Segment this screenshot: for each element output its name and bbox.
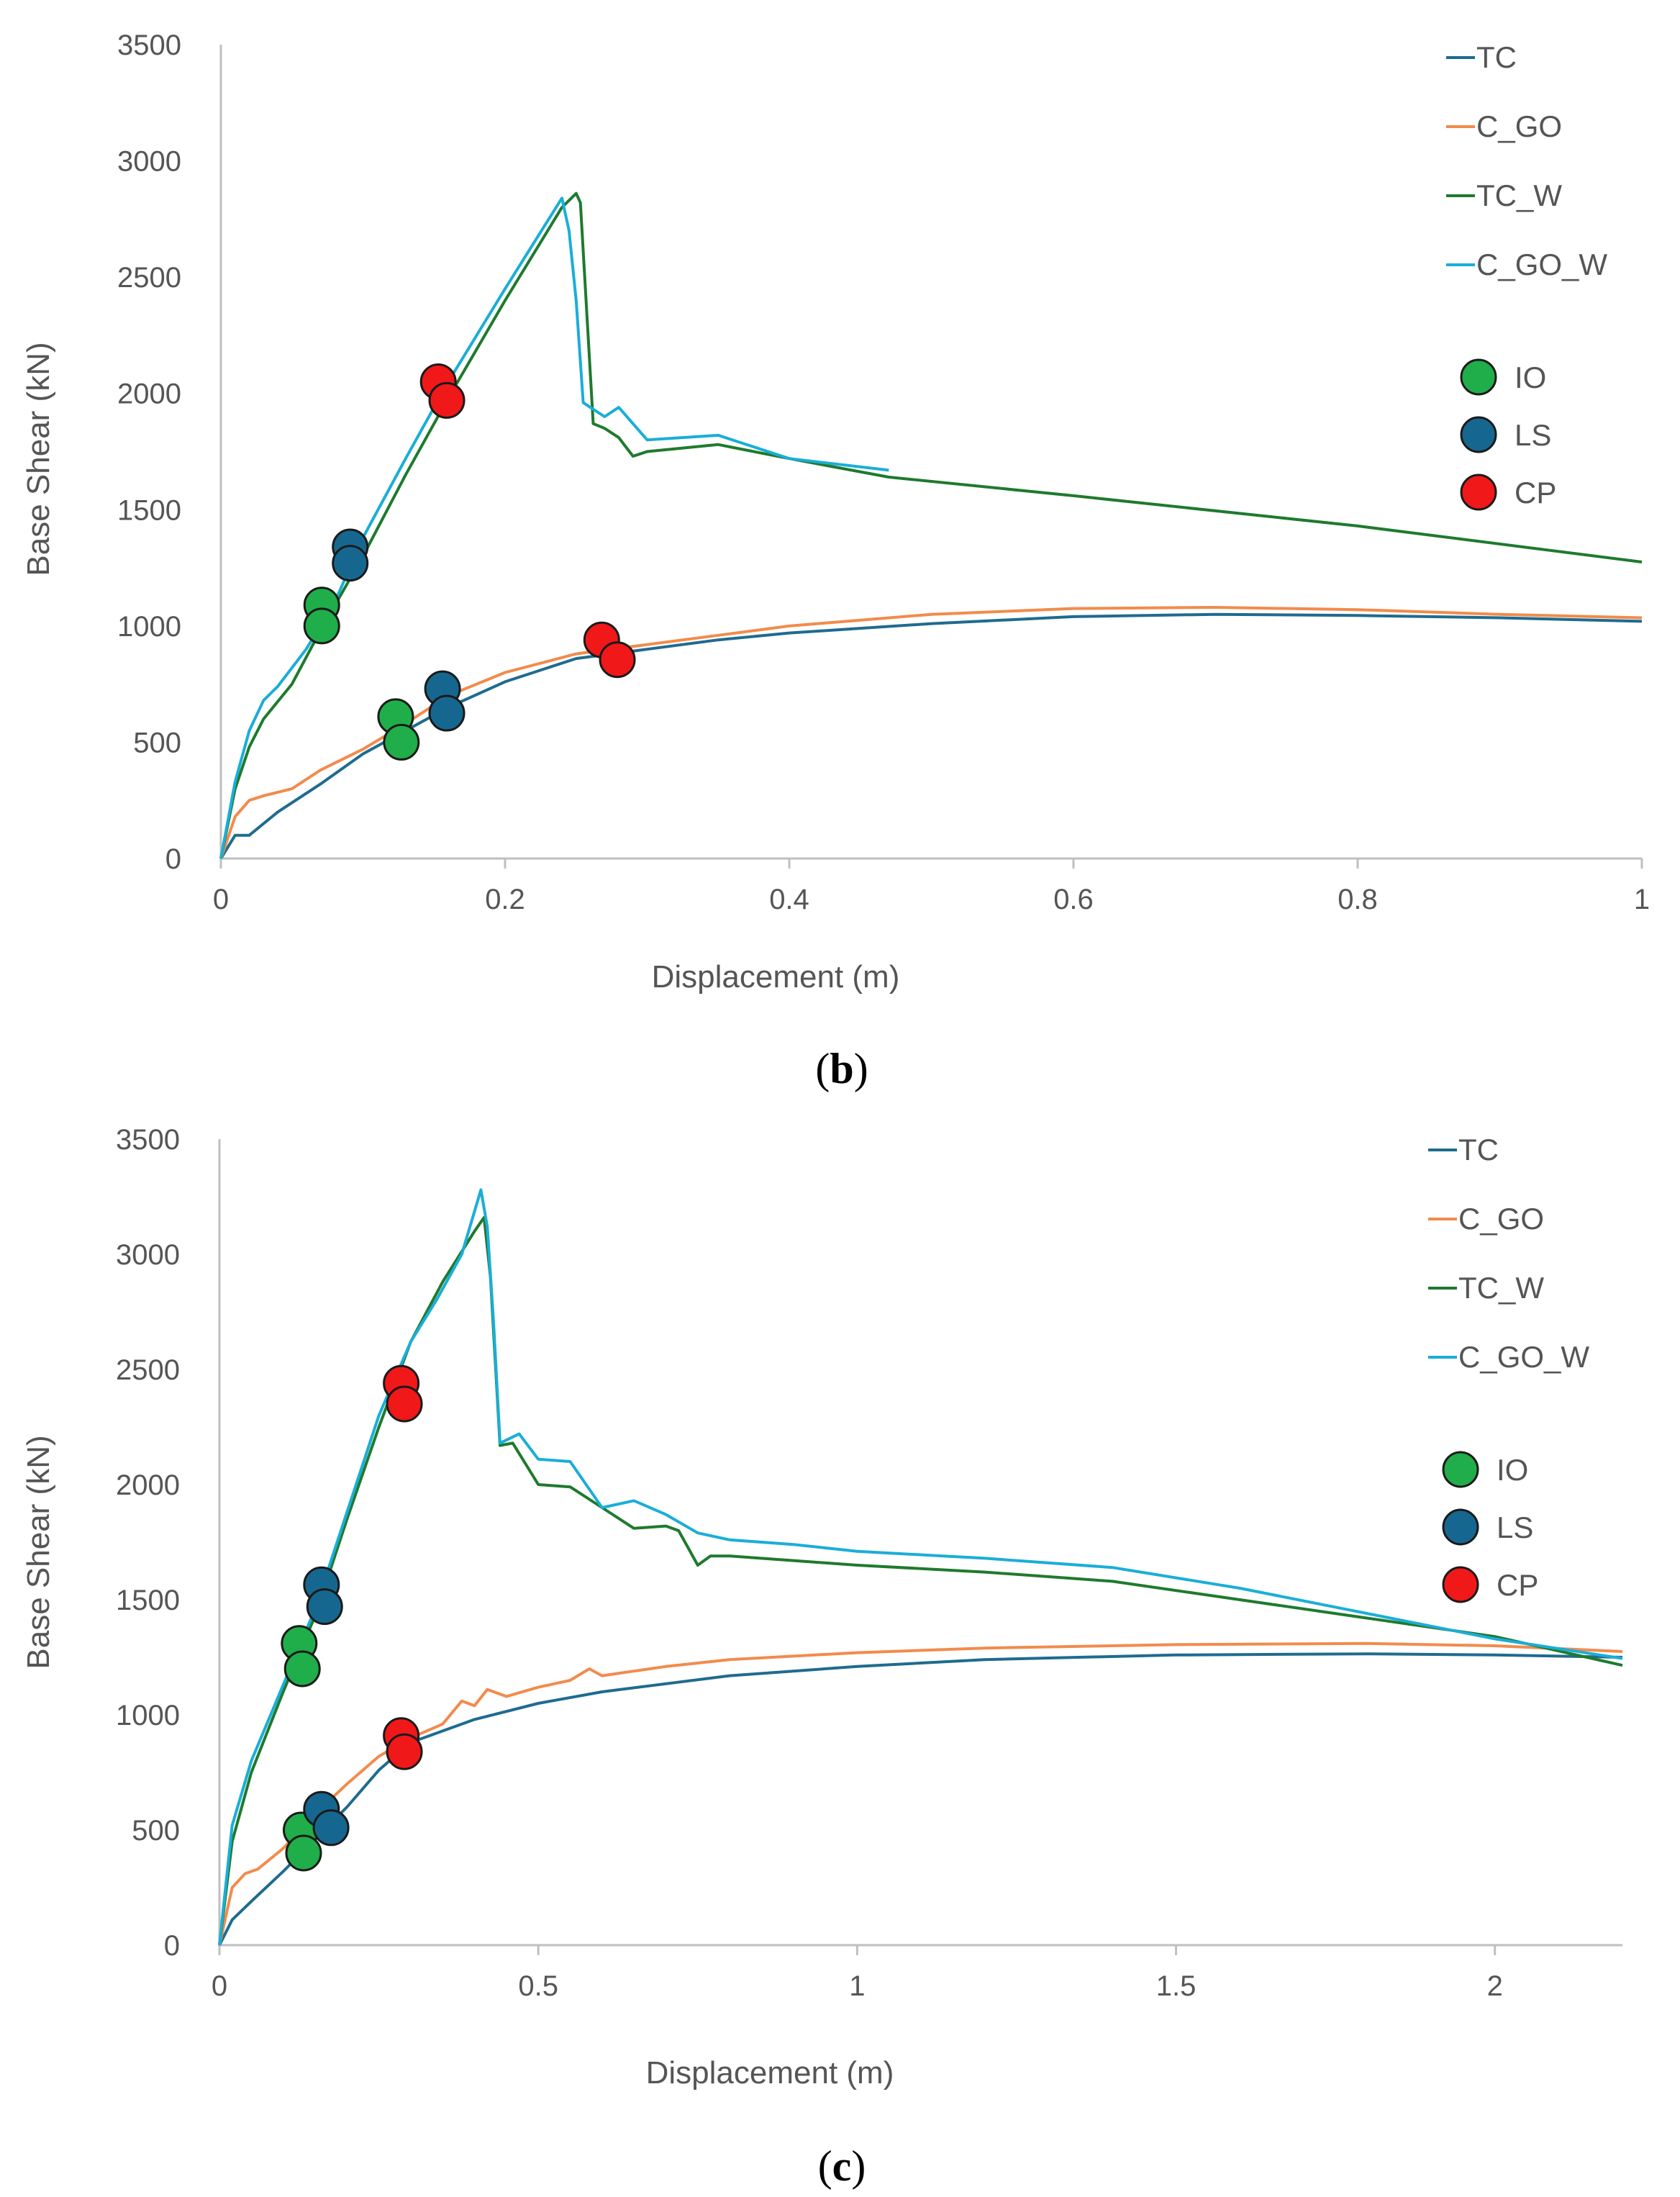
panel-label-c: (c) [818, 2142, 866, 2190]
point-ls [306, 1588, 343, 1626]
legend-marker-ls [1442, 1508, 1479, 1546]
y-tick-label: 500 [133, 727, 181, 758]
y-tick-label: 3500 [116, 1124, 180, 1156]
series-line-c-go [219, 606, 1643, 859]
y-tick-label: 1500 [116, 1585, 180, 1616]
point-cp [599, 641, 636, 679]
x-tick-label: 1 [1634, 884, 1650, 915]
legend-label: IO [1515, 361, 1546, 394]
y-axis-title: Base Shear (kN) [21, 342, 56, 576]
y-tick-label: 2500 [116, 1354, 180, 1386]
x-tick-label: 1 [849, 1970, 865, 2002]
series-line-c-go-w [219, 196, 889, 859]
y-tick-label: 2500 [117, 262, 181, 294]
y-tick-label: 500 [132, 1815, 180, 1847]
legend-label: TC [1458, 1133, 1499, 1167]
legend-label: C_GO [1458, 1202, 1544, 1236]
point-cp [428, 381, 466, 419]
legend-label: TC_W [1476, 178, 1562, 212]
series-line-tc-w [219, 191, 1643, 859]
legend-label: TC_W [1458, 1271, 1544, 1305]
y-tick-label: 0 [164, 1930, 180, 1962]
legend-marker-io [1442, 1451, 1479, 1488]
legend-label: LS [1497, 1510, 1533, 1544]
point-io [285, 1834, 322, 1872]
series-line-tc [219, 612, 1643, 860]
y-tick-label: 1500 [117, 494, 181, 526]
legend-marker-cp [1442, 1566, 1479, 1603]
point-ls [428, 694, 466, 732]
legend-label: C_GO [1476, 109, 1562, 143]
series-line-tc [218, 1652, 1623, 1946]
legend-label: IO [1497, 1453, 1528, 1487]
y-tick-label: 3500 [117, 30, 181, 61]
series-line-tc-w [218, 1215, 1623, 1946]
point-io [383, 723, 420, 761]
legend-label: LS [1515, 418, 1551, 452]
x-tick-label: 0.5 [518, 1970, 558, 2002]
x-axis-title: Displacement (m) [646, 2055, 894, 2090]
x-tick-label: 0.8 [1338, 884, 1378, 915]
chart-panel-c: Displacement (m) Base Shear (kN) (c) 0 0.… [21, 1124, 1623, 2190]
point-cp [386, 1385, 423, 1423]
legend-label: CP [1497, 1568, 1538, 1602]
point-ls [312, 1809, 350, 1847]
x-axis-title: Displacement (m) [652, 959, 900, 995]
panel-letter: c [832, 2142, 852, 2190]
y-tick-label: 2000 [116, 1469, 180, 1501]
y-tick-label: 1000 [116, 1700, 180, 1731]
legend-marker-cp [1460, 474, 1497, 511]
x-tick-label: 0.6 [1053, 884, 1094, 915]
y-tick-label: 3000 [116, 1239, 180, 1271]
series-line-c-go [218, 1641, 1623, 1946]
point-ls [332, 545, 369, 582]
point-io [303, 607, 340, 645]
y-tick-label: 3000 [117, 146, 181, 178]
legend-marker-io [1460, 358, 1497, 396]
x-tick-label: 0 [213, 884, 229, 915]
x-tick-label: 0 [212, 1970, 227, 2002]
point-io [283, 1650, 321, 1688]
panel-letter: b [830, 1045, 853, 1092]
legend-label: C_GO_W [1458, 1340, 1589, 1374]
legend-label: TC [1476, 40, 1517, 74]
chart-panel-b: Displacement (m) Base Shear (kN) (b) 0 0.… [21, 30, 1650, 1092]
y-axis-title: Base Shear (kN) [21, 1435, 56, 1669]
x-tick-label: 0.4 [769, 884, 809, 915]
x-tick-label: 1.5 [1156, 1970, 1197, 2002]
panel-label-b: (b) [815, 1045, 868, 1092]
x-tick-label: 2 [1487, 1970, 1503, 2002]
legend-marker-ls [1460, 416, 1497, 453]
y-tick-label: 2000 [117, 379, 181, 410]
point-cp [386, 1733, 423, 1770]
legend-label: CP [1515, 476, 1556, 509]
legend-label: C_GO_W [1476, 248, 1607, 281]
series-line-c-go-w [218, 1188, 1623, 1946]
x-tick-label: 0.2 [485, 884, 525, 915]
y-tick-label: 0 [165, 843, 181, 875]
y-tick-label: 1000 [117, 611, 181, 643]
